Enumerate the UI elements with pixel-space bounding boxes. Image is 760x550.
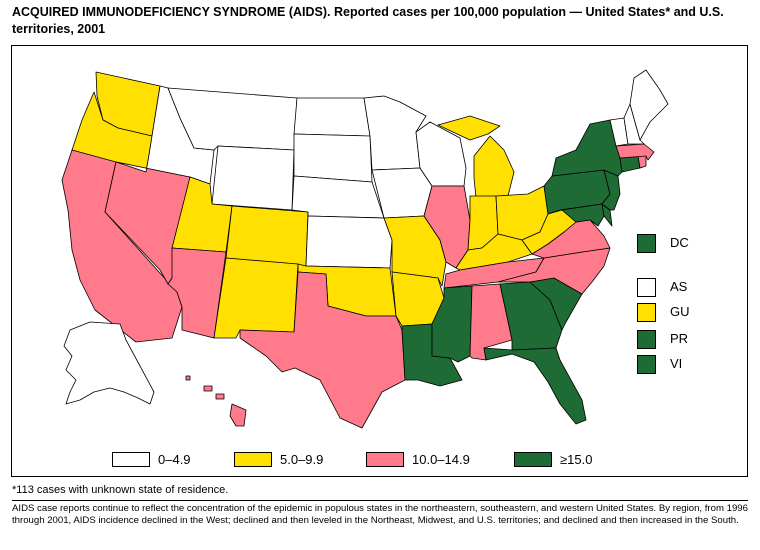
state-CT bbox=[619, 155, 641, 173]
territory-as-label: AS bbox=[670, 279, 688, 294]
state-NJ bbox=[601, 169, 621, 211]
legend-swatch-1 bbox=[234, 452, 272, 467]
state-WY bbox=[211, 145, 295, 211]
state-FL bbox=[483, 347, 587, 425]
footnote: *113 cases with unknown state of residen… bbox=[12, 484, 229, 496]
state-MI bbox=[437, 115, 515, 199]
legend-label-1: 5.0–9.9 bbox=[280, 452, 324, 467]
map-frame bbox=[11, 45, 748, 477]
state-TX bbox=[239, 271, 406, 429]
territory-dc: DC bbox=[637, 232, 747, 254]
legend-label-0: 0–4.9 bbox=[158, 452, 191, 467]
state-NM bbox=[213, 257, 299, 339]
map-title: ACQUIRED IMMUNODEFICIENCY SYNDROME (AIDS… bbox=[12, 5, 724, 36]
state-KS bbox=[305, 215, 393, 269]
summary-note: AIDS case reports continue to reflect th… bbox=[12, 503, 748, 526]
territory-pr-label: PR bbox=[670, 331, 689, 346]
legend-label-2: 10.0–14.9 bbox=[412, 452, 470, 467]
territory-as-swatch bbox=[637, 278, 656, 297]
territory-pr-swatch bbox=[637, 330, 656, 349]
state-NY bbox=[551, 119, 623, 177]
legend-label-3: ≥15.0 bbox=[560, 452, 593, 467]
territory-dc-swatch bbox=[637, 234, 656, 253]
territory-pr: PR bbox=[637, 328, 747, 350]
state-WI bbox=[415, 121, 467, 187]
state-CO bbox=[225, 205, 309, 267]
legend-swatch-3 bbox=[514, 452, 552, 467]
state-AZ bbox=[167, 247, 227, 339]
state-ME bbox=[629, 69, 669, 141]
territory-as: AS bbox=[637, 276, 747, 298]
territory-vi: VI bbox=[637, 353, 747, 375]
territory-vi-swatch bbox=[637, 355, 656, 374]
divider bbox=[12, 500, 748, 501]
territory-vi-label: VI bbox=[670, 356, 683, 371]
state-AK bbox=[63, 321, 155, 405]
state-ND bbox=[293, 97, 371, 137]
territory-dc-label: DC bbox=[670, 235, 689, 250]
territory-gu-swatch bbox=[637, 303, 656, 322]
legend-swatch-2 bbox=[366, 452, 404, 467]
state-NE bbox=[291, 175, 385, 219]
state-HI bbox=[185, 375, 247, 427]
territory-gu: GU bbox=[637, 301, 747, 323]
state-SD bbox=[293, 133, 373, 183]
territory-gu-label: GU bbox=[670, 304, 690, 319]
legend-swatch-0 bbox=[112, 452, 150, 467]
state-NH bbox=[623, 103, 645, 145]
